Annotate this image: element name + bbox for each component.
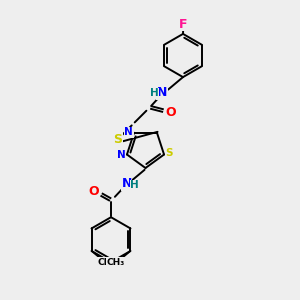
- Text: O: O: [165, 106, 176, 119]
- Text: N: N: [122, 177, 132, 190]
- Text: CH₃: CH₃: [106, 258, 124, 267]
- Text: N: N: [157, 86, 167, 99]
- Text: S: S: [166, 148, 173, 158]
- Text: F: F: [179, 18, 188, 31]
- Text: O: O: [88, 184, 99, 198]
- Text: H: H: [130, 180, 139, 190]
- Text: H: H: [150, 88, 159, 98]
- Text: CH₃: CH₃: [98, 258, 116, 267]
- Text: N: N: [117, 150, 126, 160]
- Text: S: S: [113, 133, 122, 146]
- Text: N: N: [124, 127, 133, 137]
